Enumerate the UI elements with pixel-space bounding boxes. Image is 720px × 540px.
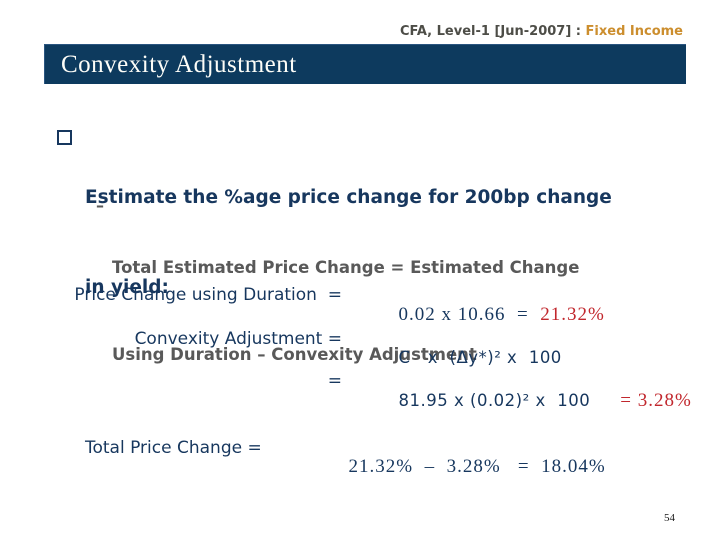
header: CFA, Level-1 [Jun-2007] : Fixed Income xyxy=(382,9,683,54)
convexity-numeric-result: = 3.28% xyxy=(620,390,692,411)
course-label: CFA, Level-1 [Jun-2007] : xyxy=(399,24,586,39)
calc-label-equals: = xyxy=(327,371,342,391)
calc-label-total: Total Price Change = xyxy=(85,438,262,458)
calc-expression-total: 21.32% – 3.28% = 18.04% xyxy=(318,437,606,497)
sub-bullet: Total Estimated Price Change = Estimated… xyxy=(112,195,672,427)
calc-expression-convexity: C x (Δy*)² x 100 xyxy=(368,329,562,386)
main-bullet-line-1: Estimate the %age price change for 200bp… xyxy=(85,187,612,208)
calc-expression-duration: 0.02 x 10.66 = 21.32% xyxy=(368,285,605,345)
main-bullet: Estimate the %age price change for 200bp… xyxy=(85,123,675,363)
page-number: 54 xyxy=(664,512,675,524)
convexity-formula: C x (Δy*)² x 100 xyxy=(398,348,562,367)
total-expression: 21.32% – 3.28% = 18.04% xyxy=(348,456,606,477)
sub-bullet-line-1: Total Estimated Price Change = Estimated… xyxy=(112,258,580,277)
page-title: Convexity Adjustment xyxy=(61,50,297,78)
square-bullet-icon xyxy=(57,130,72,145)
duration-result: 21.32% xyxy=(540,304,605,325)
title-bar: Convexity Adjustment xyxy=(44,44,686,84)
topic-label: Fixed Income xyxy=(585,24,683,39)
calc-label-convexity: Convexity Adjustment = xyxy=(134,329,342,349)
convexity-numeric-expression: 81.95 x (0.02)² x 100 xyxy=(398,391,591,410)
dash-bullet-icon: – xyxy=(96,196,104,215)
sub-bullet-line-2: Using Duration – Convexity Adjustment xyxy=(112,345,477,364)
duration-expression: 0.02 x 10.66 = xyxy=(398,304,541,325)
main-bullet-line-2: in yield: xyxy=(85,277,169,298)
calc-label-duration: Price Change using Duration = xyxy=(74,285,342,305)
calc-expression-convexity-numeric: 81.95 x (0.02)² x 100 = 3.28% xyxy=(368,371,692,431)
